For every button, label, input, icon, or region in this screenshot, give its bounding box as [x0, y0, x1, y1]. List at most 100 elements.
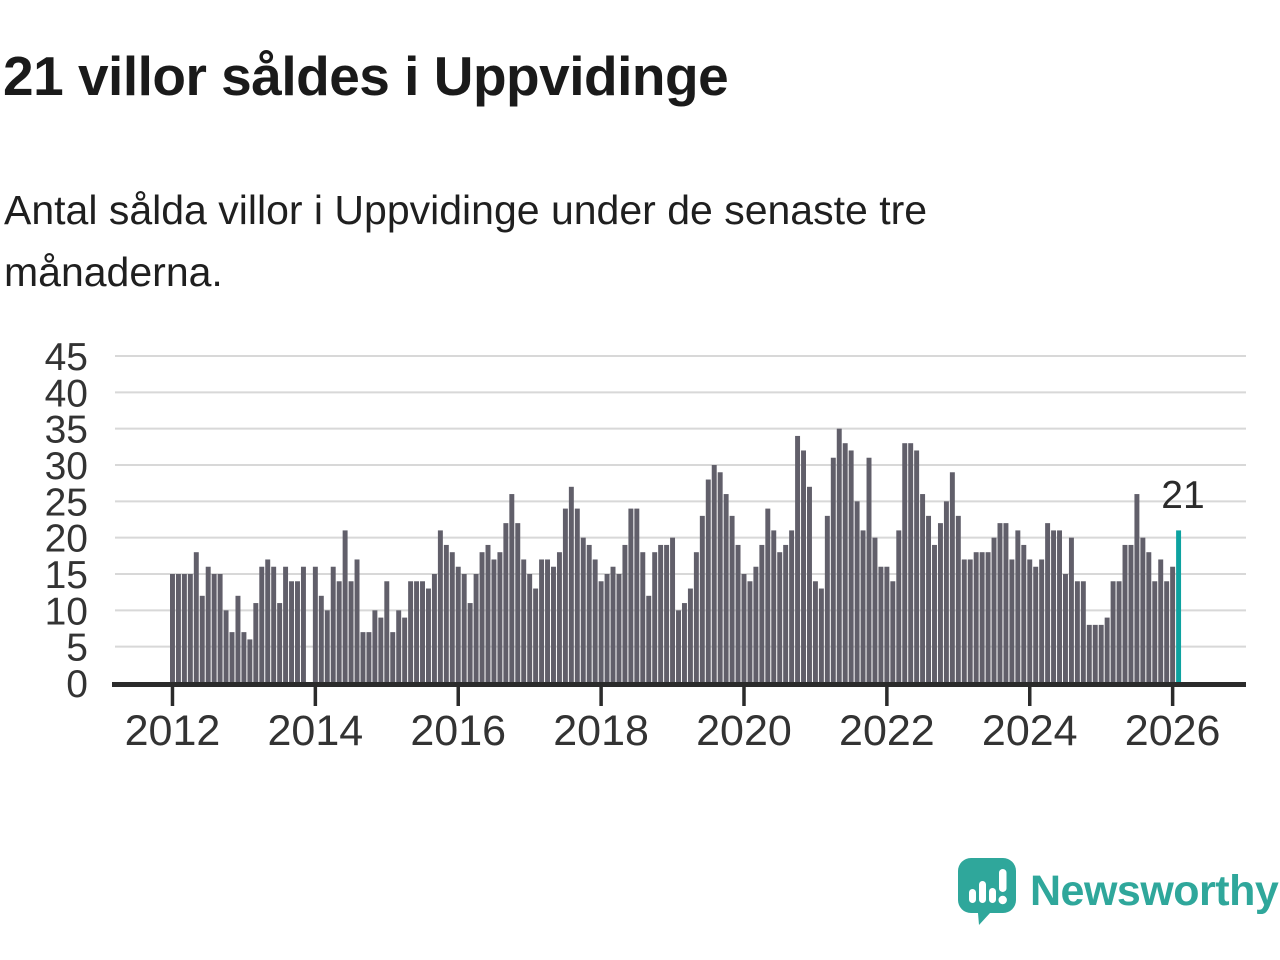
bar	[676, 610, 681, 683]
bar	[586, 544, 592, 683]
y-tick-label: 15	[45, 554, 88, 597]
bar	[717, 472, 723, 683]
bar	[568, 486, 574, 683]
bar	[961, 559, 967, 683]
bar	[1051, 530, 1057, 683]
bar	[955, 515, 961, 683]
bar	[533, 588, 539, 683]
bar	[592, 559, 598, 683]
bar	[265, 559, 271, 683]
bar	[729, 515, 735, 683]
bar	[884, 566, 890, 683]
brand-name: Newsworthy	[1030, 867, 1279, 915]
bar	[253, 603, 259, 683]
bar	[223, 610, 229, 683]
bar	[860, 530, 866, 683]
bar	[1146, 552, 1152, 683]
bar	[479, 552, 485, 683]
y-tick-label: 35	[45, 409, 88, 452]
bar	[908, 443, 914, 683]
bar	[640, 552, 646, 683]
bar	[920, 494, 926, 683]
bar	[324, 610, 330, 683]
page-title: 21 villor såldes i Uppvidinge	[3, 45, 729, 107]
bar	[723, 494, 729, 683]
x-axis-labels: 2012 2014 2016 2018 2020 2022 2024 2026	[125, 707, 1221, 755]
bar	[979, 552, 985, 683]
bar	[449, 552, 455, 683]
bar	[390, 632, 396, 683]
bar	[866, 457, 872, 683]
bar	[360, 632, 366, 683]
bar	[1068, 537, 1074, 683]
bar	[1128, 544, 1134, 683]
bar	[551, 566, 556, 683]
bar	[1074, 581, 1080, 683]
bar	[408, 581, 414, 683]
bar	[1164, 581, 1170, 683]
bar	[616, 574, 622, 683]
bar	[1027, 559, 1033, 683]
bar	[937, 523, 943, 683]
bar	[681, 603, 687, 683]
bar	[812, 581, 818, 683]
bar	[807, 486, 812, 683]
bar	[783, 544, 789, 683]
bar	[336, 581, 342, 683]
bar	[378, 617, 384, 683]
bar	[443, 544, 449, 683]
bar	[753, 566, 759, 683]
bar	[836, 428, 842, 683]
bar	[1104, 617, 1110, 683]
bar	[926, 515, 932, 683]
bar	[497, 552, 503, 683]
bar	[705, 479, 711, 683]
bar	[765, 508, 771, 683]
bar	[1015, 530, 1021, 683]
bar	[425, 588, 431, 683]
brand-footer: Newsworthy	[958, 858, 1279, 925]
bar	[271, 566, 277, 683]
bar	[848, 450, 854, 683]
bar	[1092, 624, 1098, 683]
bar	[914, 450, 920, 683]
bar	[467, 603, 473, 683]
x-tick-label: 2026	[1125, 707, 1221, 755]
y-tick-label: 30	[45, 445, 88, 488]
bar	[312, 566, 318, 683]
bar	[967, 559, 973, 683]
bar	[503, 523, 509, 683]
y-tick-label: 45	[45, 336, 88, 379]
bar	[187, 574, 193, 683]
bar	[455, 566, 461, 683]
bar	[1122, 544, 1128, 683]
bar	[211, 574, 217, 683]
y-tick-label: 10	[45, 590, 88, 633]
bar	[610, 566, 616, 683]
bar	[181, 574, 187, 683]
newsworthy-logo-icon	[958, 858, 1016, 925]
bar	[509, 494, 515, 683]
bar	[759, 544, 765, 683]
bar	[539, 559, 545, 683]
y-tick-label: 40	[45, 372, 88, 415]
bar	[854, 501, 860, 683]
bar	[342, 530, 348, 683]
bar	[277, 603, 283, 683]
bar	[1116, 581, 1122, 683]
bar	[1021, 544, 1027, 683]
bar	[348, 581, 354, 683]
bar	[241, 632, 247, 683]
bar	[789, 530, 795, 683]
bar	[193, 552, 199, 683]
bar	[1033, 566, 1039, 683]
page-subtitle: Antal sålda villor i Uppvidinge under de…	[4, 187, 928, 295]
bar	[414, 581, 420, 683]
bar	[622, 544, 628, 683]
bar	[289, 581, 295, 683]
bar	[437, 530, 443, 683]
bar	[1158, 559, 1164, 683]
bar	[890, 581, 896, 683]
